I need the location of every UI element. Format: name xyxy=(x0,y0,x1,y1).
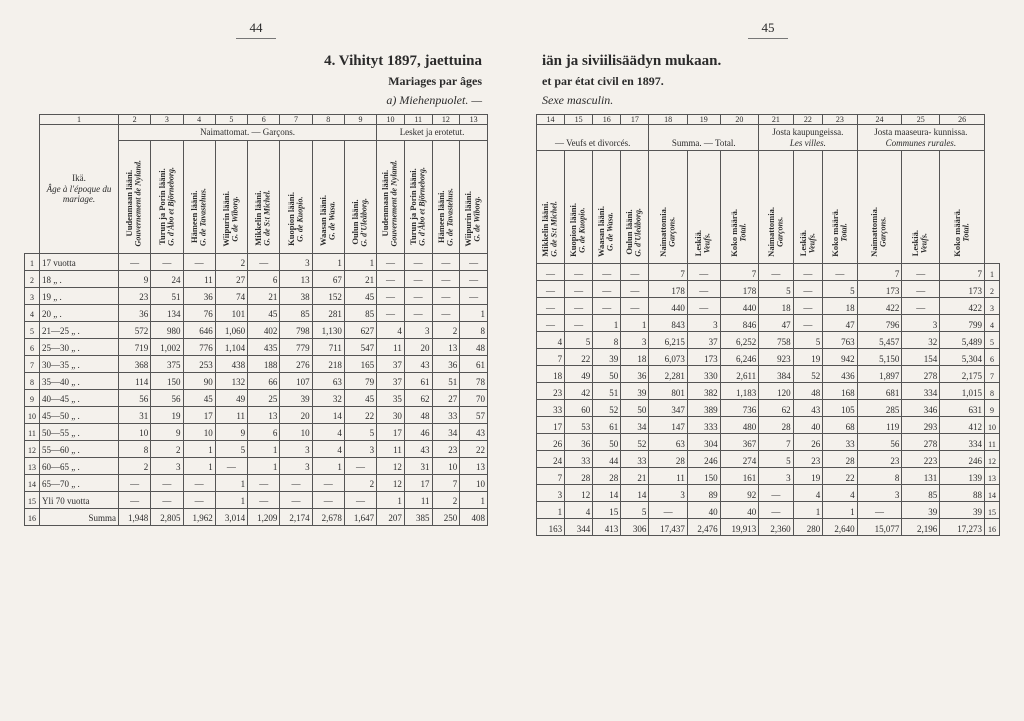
right-heading-main: iän ja siviilisäädyn mukaan. xyxy=(542,53,1000,70)
table-row-totals: 16334441330617,4372,47619,9132,3602802,6… xyxy=(537,518,1000,535)
table-row: 730—35 „ .368375253438188276218165374336… xyxy=(25,355,488,372)
table-row: 1255—60 „ .8215134311432322 xyxy=(25,440,488,457)
table-row: 940—45 „ .565645492539324535622770 xyxy=(25,389,488,406)
table-row: 14155—4040—11—393915 xyxy=(537,501,1000,518)
left-table: 12345678910111213Ikä.Âge à l'époque du m… xyxy=(24,114,488,526)
right-table-wrap: 14151617181920212223242526— Veufs et div… xyxy=(536,114,1000,536)
right-heading-note: Sexe masculin. xyxy=(542,93,1000,108)
table-row: ————178—1785—5173—1732 xyxy=(537,280,1000,297)
table-row: 3360525034738973662431052853466319 xyxy=(537,399,1000,416)
table-row: 1465—70 „ .———1———21217710 xyxy=(25,474,488,491)
right-heading-sub: et par état civil en 1897. xyxy=(542,74,1000,89)
table-row: 319 „ .23513674213815245———— xyxy=(25,287,488,304)
page-right: 45 iän ja siviilisäädyn mukaan. et par é… xyxy=(512,20,1000,701)
table-row: 835—40 „ .1141509013266107637937615178 xyxy=(25,372,488,389)
table-row: 72239186,0731736,246923199425,1501545,30… xyxy=(537,348,1000,365)
table-row: 420 „ .3613476101458528185———1 xyxy=(25,304,488,321)
left-heading-sub: Mariages par âges xyxy=(24,74,482,89)
page-number-left: 44 xyxy=(236,20,276,39)
left-heading: 4. Vihityt 1897, jaettuina Mariages par … xyxy=(24,53,488,108)
left-table-wrap: 12345678910111213Ikä.Âge à l'époque du m… xyxy=(24,114,488,526)
page-left: 44 4. Vihityt 1897, jaettuina Mariages p… xyxy=(24,20,512,701)
table-row: 2636505263304367726335627833411 xyxy=(537,433,1000,450)
table-row: 45836,215376,25275857635,457325,4895 xyxy=(537,331,1000,348)
page-number-right: 45 xyxy=(748,20,788,39)
table-row: ——11843384647—4779637994 xyxy=(537,314,1000,331)
sheet: 44 4. Vihityt 1897, jaettuina Mariages p… xyxy=(0,0,1024,721)
table-row: 117 vuotta———2—311———— xyxy=(25,253,488,270)
left-heading-note: a) Miehenpuolet. — xyxy=(24,93,482,108)
table-row: 521—25 „ .5729806461,0604027981,13062743… xyxy=(25,321,488,338)
table-row: 72828211115016131922813113913 xyxy=(537,467,1000,484)
right-heading: iän ja siviilisäädyn mukaan. et par état… xyxy=(536,53,1000,108)
table-row: 2433443328246274523282322324612 xyxy=(537,450,1000,467)
table-row: 1150—55 „ .1091096104517463443 xyxy=(25,423,488,440)
table-row: 1045—50 „ .311917111320142230483357 xyxy=(25,406,488,423)
table-row: 1360—65 „ .231—131—12311013 xyxy=(25,457,488,474)
table-row: 625—30 „ .7191,0027761,10443577971154711… xyxy=(25,338,488,355)
left-heading-main: 4. Vihityt 1897, jaettuina xyxy=(24,53,482,70)
table-row: 1753613414733348028406811929341210 xyxy=(537,416,1000,433)
table-row: ————7—7———7—71 xyxy=(537,263,1000,280)
table-row: 184950362,2813302,611384524361,8972782,1… xyxy=(537,365,1000,382)
right-table: 14151617181920212223242526— Veufs et div… xyxy=(536,114,1000,536)
table-row: ————440—44018—18422—4223 xyxy=(537,297,1000,314)
table-row: 15Yli 70 vuotta———1————11121 xyxy=(25,491,488,508)
table-row: 312141438992—443858814 xyxy=(537,484,1000,501)
table-row: 234251398013821,183120481686813341,0158 xyxy=(537,382,1000,399)
table-row-totals: 16Summa1,9482,8051,9623,0141,2092,1742,6… xyxy=(25,508,488,525)
table-row: 218 „ .92411276136721———— xyxy=(25,270,488,287)
